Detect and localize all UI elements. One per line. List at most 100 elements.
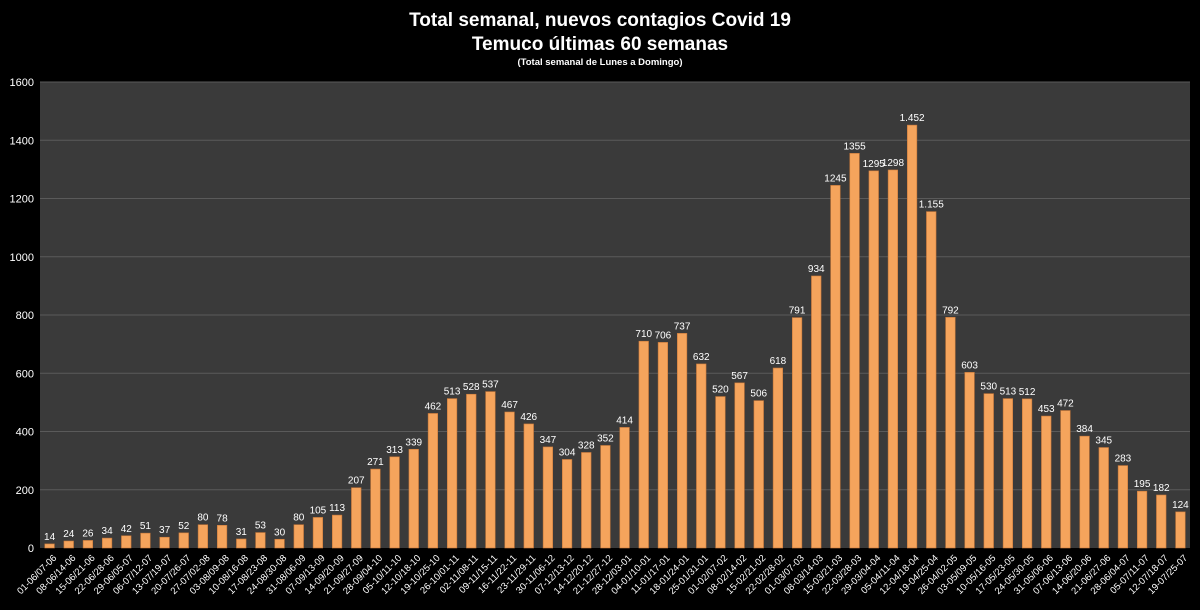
bar [370, 468, 381, 549]
bar [581, 452, 592, 549]
data-label: 195 [1134, 479, 1151, 490]
data-label: 105 [310, 505, 327, 516]
data-label: 283 [1115, 454, 1132, 465]
data-label: 113 [329, 503, 345, 514]
bar [1041, 415, 1052, 549]
bar [600, 445, 611, 549]
bar [676, 333, 688, 549]
bar [446, 398, 458, 549]
data-label: 51 [140, 521, 152, 532]
bar [351, 487, 362, 549]
data-label: 737 [674, 321, 691, 332]
bar [1079, 435, 1090, 549]
bar [197, 524, 209, 549]
bar [331, 514, 343, 549]
bars [44, 124, 1186, 549]
bar [638, 340, 649, 549]
data-label: 53 [255, 521, 267, 532]
data-label: 352 [597, 433, 614, 444]
bar [1021, 398, 1033, 549]
data-label: 567 [731, 371, 748, 382]
y-tick-label: 1400 [10, 135, 34, 147]
data-label: 426 [520, 412, 537, 423]
bar [274, 538, 285, 549]
bar [734, 382, 745, 549]
bar [715, 396, 726, 549]
data-label: 207 [348, 476, 365, 487]
data-label: 182 [1153, 483, 1170, 494]
bar [159, 536, 170, 549]
bar [121, 535, 132, 549]
bar [485, 391, 496, 549]
bar [236, 538, 247, 549]
bar [1098, 447, 1109, 549]
data-label: 1245 [824, 173, 847, 184]
data-label: 934 [808, 264, 825, 275]
bar [791, 317, 803, 549]
bar [772, 367, 784, 549]
data-label: 31 [236, 527, 248, 538]
data-label: 603 [961, 360, 978, 371]
bar [408, 448, 419, 549]
data-label: 792 [942, 305, 959, 316]
y-tick-label: 0 [28, 543, 34, 555]
data-label: 512 [1019, 387, 1036, 398]
data-label: 37 [159, 525, 171, 536]
bar [389, 456, 400, 549]
data-label: 618 [770, 356, 787, 367]
bar [523, 423, 534, 549]
bar [983, 393, 994, 549]
chart-note: (Total semanal de Lunes a Domingo) [517, 57, 682, 68]
data-label: 34 [102, 526, 114, 537]
data-label: 42 [121, 524, 133, 535]
y-axis-tick-labels: 0 200 400 600 800 1000 1200 1400 1600 [10, 77, 34, 555]
data-label: 513 [444, 387, 461, 398]
bar [1175, 511, 1186, 549]
data-label: 78 [217, 513, 229, 524]
bar [561, 459, 573, 549]
bar [1060, 410, 1071, 549]
data-label: 30 [274, 527, 286, 538]
bar [63, 540, 74, 549]
data-label: 632 [693, 352, 710, 363]
data-label: 80 [293, 513, 305, 524]
bar [216, 524, 228, 549]
data-label: 528 [463, 382, 480, 393]
gridlines [40, 81, 1190, 491]
bar [811, 275, 822, 549]
y-tick-label: 1600 [10, 77, 34, 89]
data-label: 26 [82, 528, 94, 539]
bar [466, 393, 477, 549]
bar [312, 517, 324, 549]
bar [753, 400, 764, 549]
bar [101, 537, 113, 549]
bar [44, 543, 55, 549]
data-label: 1.452 [900, 113, 925, 124]
data-labels: 14 24 26 34 42 51 37 52 80 78 31 53 30 80 105 113 207271… [44, 113, 1189, 543]
y-tick-label: 1000 [10, 252, 34, 264]
bar [906, 124, 918, 549]
data-label: 304 [559, 447, 576, 458]
data-label: 124 [1172, 500, 1189, 511]
data-label: 14 [44, 532, 56, 543]
data-label: 328 [578, 440, 595, 451]
y-tick-label: 400 [16, 427, 34, 439]
data-label: 467 [501, 400, 518, 411]
y-tick-label: 800 [16, 310, 34, 322]
data-label: 472 [1057, 399, 1074, 410]
data-label: 506 [750, 389, 767, 400]
bar [868, 170, 879, 549]
x-axis-tick-labels: 01-06/07-0608-06/14-0615-06/21-0622-06/2… [15, 553, 1190, 597]
y-tick-label: 1200 [10, 194, 34, 206]
bar [293, 524, 304, 549]
data-label: 80 [197, 513, 209, 524]
bar [926, 211, 937, 549]
bar [1156, 494, 1167, 549]
data-label: 1355 [843, 141, 866, 152]
data-label: 530 [980, 382, 997, 393]
data-label: 706 [655, 330, 672, 341]
data-label: 384 [1076, 424, 1093, 435]
data-label: 271 [367, 457, 384, 468]
data-label: 520 [712, 385, 729, 396]
